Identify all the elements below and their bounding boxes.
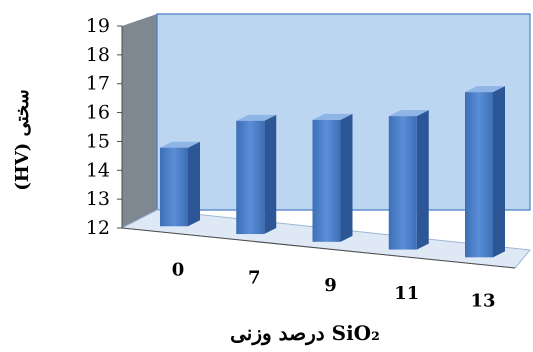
x-tick-label: 7 [248,267,261,288]
bar [236,120,265,235]
bar-top [465,86,505,93]
bar [312,119,341,242]
bar-side [340,113,353,242]
x-axis-categories: 0 7 9 11 13 [172,260,496,312]
x-tick-label: 11 [394,283,419,304]
y-tick-label: 15 [86,130,110,152]
bar-top [388,110,429,117]
side-wall [122,14,157,228]
y-axis-label: سختی (HV) [12,89,33,190]
y-axis-label-text: سختی (HV) [12,89,33,190]
y-tick-label: 12 [86,217,110,239]
y-tick-label: 16 [86,102,110,124]
bar-side [188,141,200,227]
bar-top [312,113,353,120]
bar-side [264,114,277,235]
y-tick-label: 18 [86,44,110,66]
bar [388,116,417,250]
y-tick-label: 14 [86,159,110,181]
y-tick-label: 19 [86,15,110,37]
x-tick-label: 9 [324,275,337,296]
x-axis-line [121,227,516,269]
y-axis-ticks: 12 13 14 15 16 17 18 19 [86,15,122,239]
bar-top [236,114,277,121]
bars [160,86,505,258]
y-tick-label: 13 [86,188,110,210]
bar-side [493,86,505,258]
x-axis-label: SiO₂ درصد وزنی [230,321,380,346]
bar-side [416,110,429,250]
bar-top [160,141,200,148]
x-tick-label: 0 [172,260,185,281]
x-tick-label: 13 [470,291,495,312]
y-tick-label: 17 [86,73,110,95]
bar [160,147,188,227]
bar [465,92,493,258]
